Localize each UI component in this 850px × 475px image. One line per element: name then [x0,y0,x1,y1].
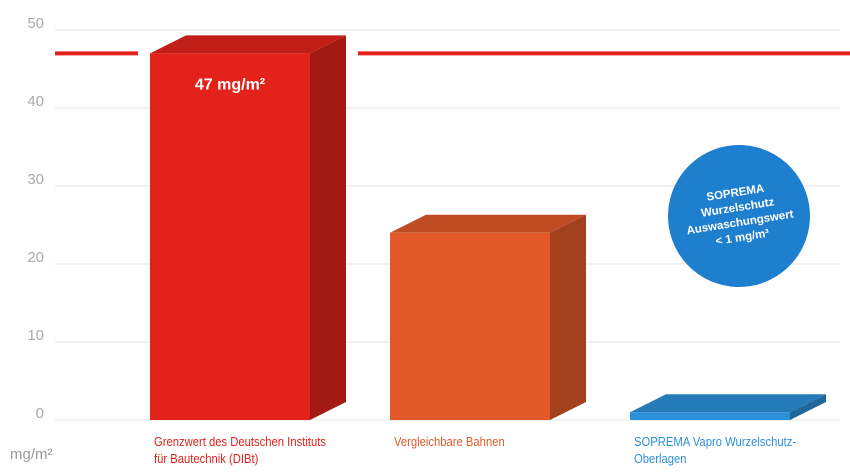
y-tick-label: 0 [36,405,44,422]
bar-top [630,394,826,413]
x-tick-label: Vergleichbare Bahnen [394,435,505,449]
y-tick-label: 10 [27,327,44,344]
y-tick-label: 30 [27,171,44,188]
value-label: 47 mg/m² [195,77,265,94]
x-tick-label: Grenzwert des Deutschen Instituts für Ba… [154,435,326,466]
bar [390,232,550,420]
y-tick-label: 40 [27,93,44,110]
bar-top [150,35,346,54]
bar-side [310,35,346,421]
y-tick-label: 20 [27,249,44,266]
bar [630,412,790,420]
y-axis-label: mg/m² [10,446,53,463]
x-tick-label: SOPREMA Vapro Wurzelschutz-Oberlagen [634,435,797,466]
bar [150,53,310,421]
bar-side [790,394,826,420]
y-tick-label: 50 [27,15,44,32]
bar-top [390,214,586,233]
bar-side [550,214,586,420]
